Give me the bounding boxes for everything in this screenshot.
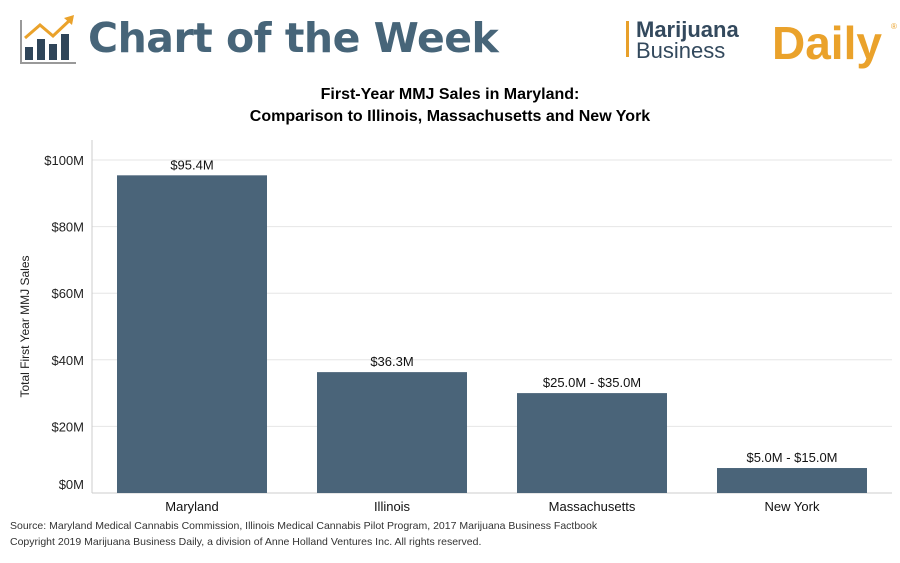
copyright-note: Copyright 2019 Marijuana Business Daily,… [10, 536, 482, 548]
x-tick-label: Massachusetts [549, 499, 636, 514]
y-axis-label: Total First Year MMJ Sales [18, 255, 32, 397]
data-label: $36.3M [370, 354, 413, 369]
y-tick-label: $40M [51, 353, 84, 368]
bar-illinois [317, 372, 467, 493]
source-note: Source: Maryland Medical Cannabis Commis… [10, 520, 598, 532]
data-label: $25.0M - $35.0M [543, 375, 641, 390]
header-title: Chart of the Week [88, 14, 499, 62]
y-tick-label: $60M [51, 286, 84, 301]
bar-massachusetts [517, 393, 667, 493]
x-tick-label: Maryland [165, 499, 218, 514]
data-label: $95.4M [170, 157, 213, 172]
x-tick-label: New York [765, 499, 820, 514]
y-tick-label: $80M [51, 220, 84, 235]
data-label: $5.0M - $15.0M [746, 450, 837, 465]
bar-new-york [717, 468, 867, 493]
y-tick-label: $20M [51, 419, 84, 434]
chart-logo-icon [20, 15, 76, 64]
bar-maryland [117, 175, 267, 493]
y-tick-label: $0M [59, 477, 84, 492]
chart-title: First-Year MMJ Sales in Maryland: [320, 86, 580, 103]
x-tick-label: Illinois [374, 499, 411, 514]
chart-subtitle: Comparison to Illinois, Massachusetts an… [249, 108, 651, 125]
y-tick-label: $100M [44, 153, 84, 168]
